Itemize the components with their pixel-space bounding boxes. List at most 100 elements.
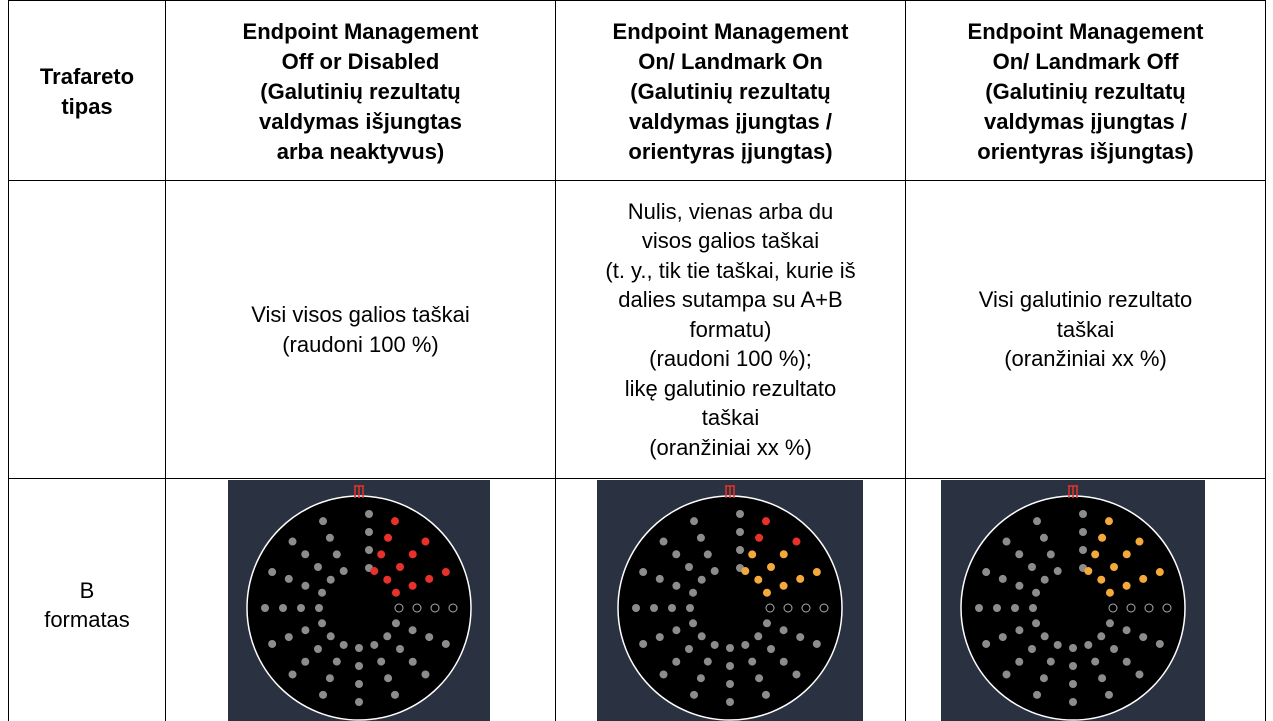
dot: [655, 633, 664, 642]
dot: [779, 550, 788, 559]
dot: [726, 662, 734, 670]
dot: [792, 537, 801, 546]
dot: [365, 528, 373, 536]
text-line: (oranžiniai xx %): [649, 434, 812, 460]
text-line: valdymas įjungtas /: [629, 109, 832, 134]
dot: [982, 639, 991, 648]
dot: [767, 645, 776, 654]
text-line: (raudoni 100 %);: [649, 346, 812, 372]
text-line: visos galios taškai: [641, 228, 820, 254]
text-line: formatu): [689, 316, 772, 342]
dot: [736, 510, 744, 518]
dot: [332, 550, 341, 559]
dot: [261, 604, 269, 612]
dot: [736, 528, 744, 536]
dot: [690, 690, 699, 699]
text-line: On/ Landmark On: [638, 49, 823, 74]
dot: [659, 537, 668, 546]
dot: [370, 640, 379, 649]
dot: [1027, 645, 1036, 654]
dot: [1033, 690, 1042, 699]
dot: [655, 574, 664, 583]
dot: [1027, 562, 1036, 571]
pattern-image: [597, 480, 863, 721]
text-line: (Galutinių rezultatų: [260, 79, 461, 104]
dot: [448, 603, 458, 613]
dot: [697, 632, 706, 641]
text-line: Trafareto: [39, 64, 135, 89]
dot: [408, 657, 417, 666]
dot: [1015, 550, 1024, 559]
dot: [710, 640, 719, 649]
text-line: orientyras įjungtas): [628, 139, 833, 164]
header-cell: Endpoint Management On/ Landmark Off (Galu…: [906, 4, 1265, 180]
dot: [689, 588, 698, 597]
dot: [430, 603, 440, 613]
text-line: (oranžiniai xx %): [1004, 346, 1167, 372]
dot: [975, 604, 983, 612]
text-line: arba neaktyvus): [276, 139, 445, 164]
dot: [365, 546, 373, 554]
dot: [1139, 633, 1148, 642]
dot: [1079, 510, 1087, 518]
dot: [1053, 567, 1062, 576]
text-line: dalies sutampa su A+B: [618, 287, 843, 313]
dot: [710, 567, 719, 576]
dot: [632, 604, 640, 612]
text-line: tipas: [61, 94, 113, 119]
dot: [998, 574, 1007, 583]
text-line: formatas: [44, 607, 130, 632]
text-line: likę galutinio rezultato: [624, 375, 837, 401]
dot: [318, 588, 327, 597]
dot: [796, 633, 805, 642]
dot: [765, 603, 775, 613]
dot: [1110, 645, 1119, 654]
dot: [726, 698, 734, 706]
dot: [741, 640, 750, 649]
dot: [1032, 619, 1041, 628]
dot: [779, 581, 788, 590]
dot: [301, 550, 310, 559]
description-cell: Visi galutinio rezultato taškai (oranžinia…: [906, 181, 1265, 478]
dot: [684, 562, 693, 571]
text-line: orientyras išjungtas): [977, 139, 1194, 164]
dot: [726, 644, 734, 652]
dot: [394, 603, 404, 613]
dot: [1162, 603, 1172, 613]
dot: [639, 568, 648, 577]
dot: [355, 698, 363, 706]
text-line: Endpoint Management: [242, 19, 479, 44]
dot: [384, 674, 393, 683]
dot: [1122, 657, 1131, 666]
dot: [332, 657, 341, 666]
dot: [421, 670, 430, 679]
dot: [1046, 657, 1055, 666]
dot: [279, 604, 287, 612]
dot: [355, 644, 363, 652]
dot: [650, 604, 658, 612]
dot: [390, 517, 399, 526]
dot: [659, 670, 668, 679]
dot: [1091, 550, 1100, 559]
dot: [441, 639, 450, 648]
dot: [288, 537, 297, 546]
dot: [425, 633, 434, 642]
dot: [1097, 632, 1106, 641]
dot: [284, 633, 293, 642]
dot: [1040, 575, 1049, 584]
dot: [408, 626, 417, 635]
text-line: Visi galutinio rezultato: [978, 287, 1193, 313]
description-cell: Nulis, vienas arba du visos galios taškai…: [556, 181, 905, 478]
dot: [412, 603, 422, 613]
text-line: (Galutinių rezultatų: [985, 79, 1186, 104]
dot: [696, 533, 705, 542]
dot: [377, 657, 386, 666]
text-line: On/ Landmark Off: [992, 49, 1179, 74]
dot: [313, 562, 322, 571]
dot: [672, 626, 681, 635]
dot: [1040, 632, 1049, 641]
dot: [1069, 662, 1077, 670]
row-border: [8, 180, 1266, 181]
description-cell: Visi visos galios taškai (raudoni 100 %): [166, 181, 555, 478]
dot: [1069, 680, 1077, 688]
